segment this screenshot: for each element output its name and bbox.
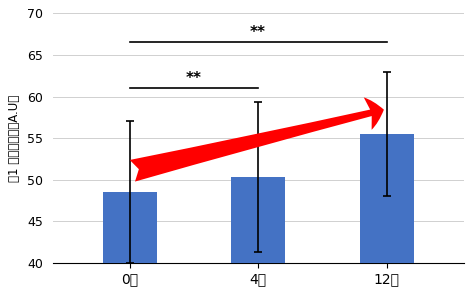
Bar: [103, 192, 157, 295]
Text: **: **: [186, 71, 202, 86]
Bar: [360, 134, 413, 295]
Bar: [231, 177, 285, 295]
Text: **: **: [250, 25, 266, 40]
Y-axis label: 図1 角層水分量（A.U）: 図1 角層水分量（A.U）: [8, 94, 21, 182]
